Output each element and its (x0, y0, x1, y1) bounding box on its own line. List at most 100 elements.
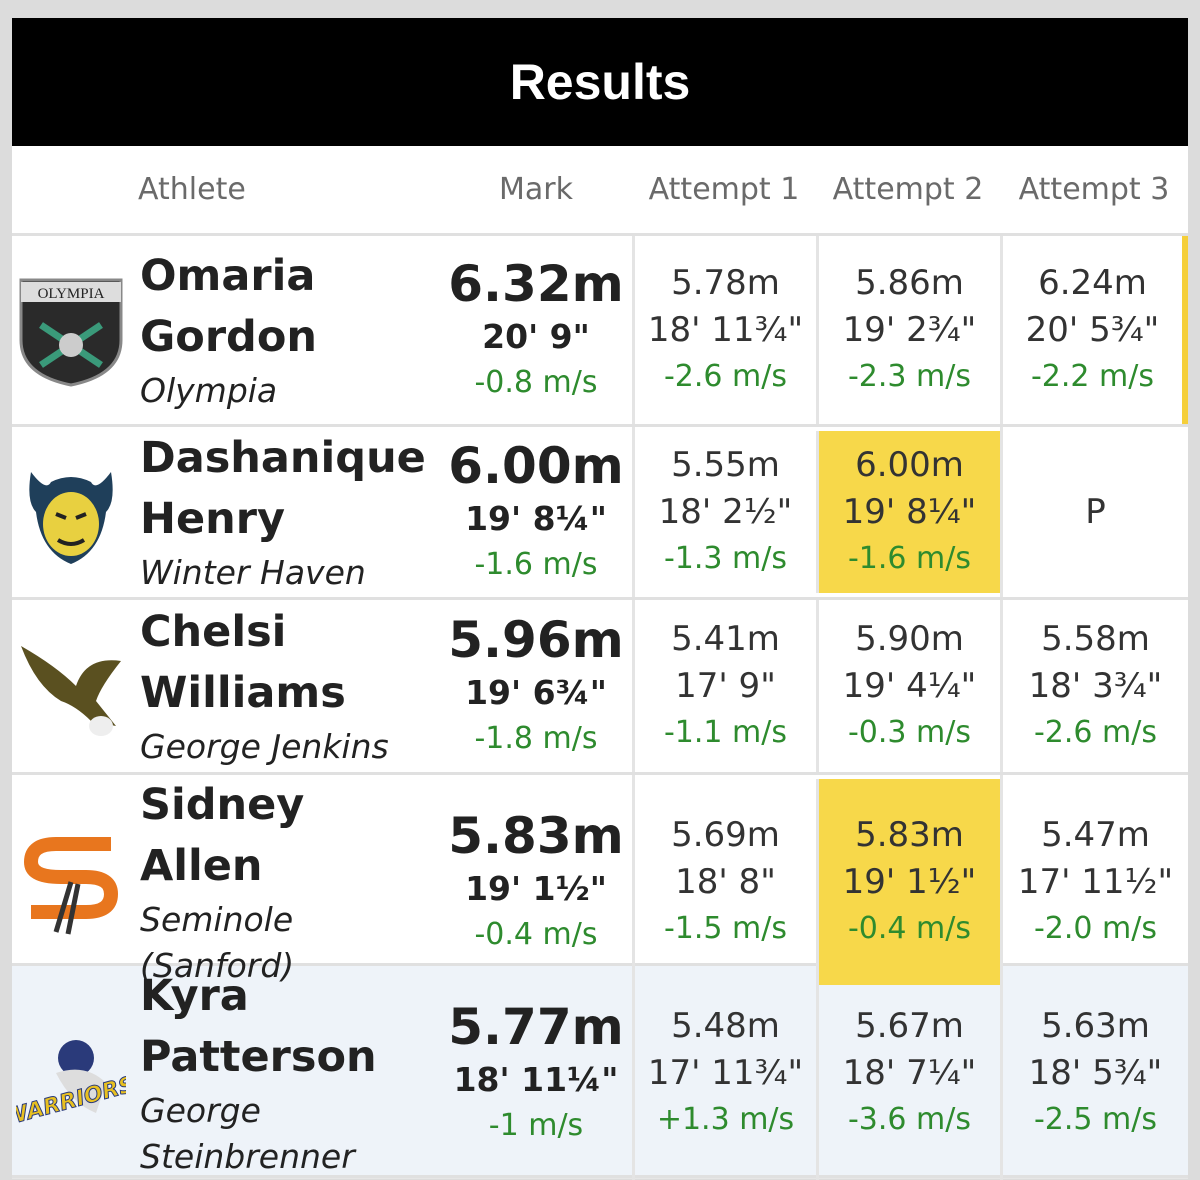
school-name: Olympia (140, 371, 278, 410)
mark-metric: 5.77m (448, 998, 624, 1056)
logo-shape (21, 646, 121, 726)
athlete-name: Omaria Gordon (140, 251, 317, 362)
athlete-name: Dashanique Henry (140, 433, 426, 544)
attempt-metric: 5.78m (671, 263, 780, 303)
logo-shape (56, 1069, 106, 1113)
column-label: Attempt 3 (1018, 172, 1170, 207)
result-row: WARRIORS Kyra Patterson George Steinbrenne… (12, 966, 1188, 1180)
result-row: OLYMPIA Omaria Gordon Olympia 6.32m 20' 9" -0… (12, 236, 1188, 427)
athlete: Kyra Patterson George Steinbrenner (130, 966, 440, 1180)
logo-shape (23, 837, 119, 919)
attempt-wind: -0.4 m/s (847, 911, 972, 946)
attempt-wind: -3.6 m/s (847, 1102, 972, 1137)
logo (23, 837, 119, 935)
best-mark: 5.77m 18' 11¼" -1 m/s (440, 966, 632, 1180)
attempt-wind: -2.5 m/s (1033, 1102, 1158, 1137)
logo (29, 472, 113, 564)
attempt-wind: -2.3 m/s (847, 359, 972, 394)
attempt-wind: -2.0 m/s (1033, 911, 1158, 946)
mark-metric: 5.83m (448, 807, 624, 865)
attempt-metric: 5.47m (1041, 815, 1150, 855)
logo: WARRIORS (16, 1040, 126, 1132)
school-name: Winter Haven (140, 553, 366, 592)
athlete-name: Kyra Patterson (140, 971, 377, 1082)
best-mark: 6.00m 19' 8¼" -1.6 m/s (440, 427, 632, 597)
team-logo: WARRIORS (12, 966, 130, 1180)
column-label: Mark (499, 172, 573, 207)
attempt-metric: 5.55m (671, 445, 780, 485)
attempt: 5.47m 17' 11½" -2.0 m/s (1000, 775, 1188, 989)
attempt: 5.48m 17' 11¾" +1.3 m/s (632, 966, 816, 1180)
attempt-wind: -1.5 m/s (663, 911, 788, 946)
team-logo (12, 775, 130, 989)
attempt-imperial: 18' 8" (675, 862, 776, 902)
attempt: 5.83m 19' 1½" -0.4 m/s (816, 779, 1000, 985)
attempt-wind: +1.3 m/s (656, 1102, 795, 1137)
result-row: Sidney Allen Seminole (Sanford) 5.83m 19' 1… (12, 775, 1188, 989)
logo-text: OLYMPIA (38, 286, 105, 302)
attempt-imperial: 18' 3¾" (1028, 666, 1163, 706)
attempt-wind: -1.6 m/s (847, 541, 972, 576)
best-mark: 5.83m 19' 1½" -0.4 m/s (440, 775, 632, 989)
attempt: 6.24m 20' 5¾" -2.2 m/s (1000, 236, 1188, 424)
attempt-metric: 6.00m (855, 445, 964, 485)
mark-metric: 6.32m (448, 255, 624, 313)
attempt: 5.78m 18' 11¾" -2.6 m/s (632, 236, 816, 424)
attempt: 5.55m 18' 2½" -1.3 m/s (632, 427, 816, 597)
attempt: 5.63m 18' 5¾" -2.5 m/s (1000, 966, 1188, 1180)
athlete: Dashanique Henry Winter Haven (130, 427, 440, 597)
school-name: George Jenkins (140, 727, 389, 766)
rows: OLYMPIA Omaria Gordon Olympia 6.32m 20' 9" -0… (12, 236, 1188, 1180)
athlete: Chelsi Williams George Jenkins (130, 600, 440, 772)
mark-wind: -0.8 m/s (474, 365, 598, 400)
attempt-imperial: 19' 4¼" (842, 666, 977, 706)
column-label: Attempt 1 (648, 172, 800, 207)
column-label: Attempt 2 (832, 172, 984, 207)
mark-wind: -0.4 m/s (474, 917, 598, 952)
attempt: 5.41m 17' 9" -1.1 m/s (632, 600, 816, 772)
attempt-metric: 5.69m (671, 815, 780, 855)
logo-shape (58, 1040, 94, 1076)
attempt-metric: 5.86m (855, 263, 964, 303)
attempt-imperial: 19' 8¼" (842, 492, 977, 532)
attempt-wind: -1.3 m/s (663, 541, 788, 576)
athlete-name: Chelsi Williams (140, 607, 346, 718)
logo-shape (53, 881, 81, 935)
attempt: 6.00m 19' 8¼" -1.6 m/s (816, 431, 1000, 593)
attempt-metric: 5.48m (671, 1006, 780, 1046)
best-mark: 5.96m 19' 6¾" -1.8 m/s (440, 600, 632, 772)
athlete: Omaria Gordon Olympia (130, 236, 440, 424)
attempt-metric: 5.67m (855, 1006, 964, 1046)
mark-metric: 6.00m (448, 437, 624, 495)
team-logo (12, 600, 130, 772)
attempt-wind: -0.3 m/s (847, 715, 972, 750)
attempt-imperial: 18' 5¾" (1028, 1053, 1163, 1093)
column-label: Athlete (138, 172, 246, 207)
attempt-imperial: 18' 2½" (658, 492, 793, 532)
attempt-imperial: 17' 11½" (1017, 862, 1174, 902)
attempt-mark: P (1085, 491, 1106, 532)
school-name: Seminole (Sanford) (140, 900, 295, 985)
attempt-metric: 5.58m (1041, 619, 1150, 659)
result-row: Chelsi Williams George Jenkins 5.96m 19' 6¾… (12, 600, 1188, 775)
attempt: 5.69m 18' 8" -1.5 m/s (632, 775, 816, 989)
attempt-metric: 5.90m (855, 619, 964, 659)
attempt-wind: -2.2 m/s (1030, 359, 1155, 394)
mark-imperial: 19' 6¾" (465, 673, 607, 712)
attempt-imperial: 18' 7¼" (842, 1053, 977, 1093)
logo-shape (43, 492, 99, 556)
results-panel: Results Athlete Mark Attempt 1 Attempt 2 Att… (12, 18, 1188, 1180)
attempt-wind: -1.1 m/s (663, 715, 788, 750)
result-row: Dashanique Henry Winter Haven 6.00m 19' 8¼"… (12, 427, 1188, 600)
logo-shape (21, 282, 121, 302)
attempt: P (1000, 427, 1188, 597)
mark-wind: -1.8 m/s (474, 721, 598, 756)
mark-wind: -1.6 m/s (474, 547, 598, 582)
logo-shape (89, 716, 113, 736)
team-logo: OLYMPIA (12, 236, 130, 424)
attempt-wind: -2.6 m/s (1033, 715, 1158, 750)
attempt: 5.67m 18' 7¼" -3.6 m/s (816, 966, 1000, 1180)
attempt-wind: -2.6 m/s (663, 359, 788, 394)
column-header: Athlete Mark Attempt 1 Attempt 2 Attempt 3 (12, 146, 1188, 236)
